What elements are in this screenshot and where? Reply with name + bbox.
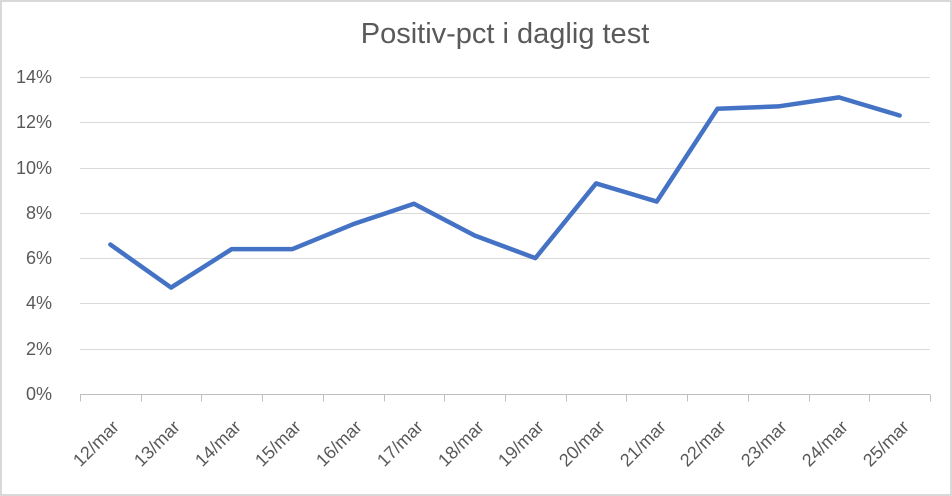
y-axis-tick-label: 2% (25, 338, 52, 359)
y-axis-tick-label: 0% (25, 384, 52, 404)
y-axis-tick-label: 10% (15, 157, 52, 178)
y-axis-tick-label: 4% (25, 293, 52, 314)
series-line (108, 95, 902, 290)
y-axis-tick-label: 8% (25, 202, 52, 223)
y-axis-tick-label: 12% (15, 112, 52, 133)
y-axis-tick-label: 14% (15, 67, 52, 87)
chart-title: Positiv-pct i daglig test (360, 18, 650, 50)
y-axis-tick-label: 6% (25, 248, 52, 269)
